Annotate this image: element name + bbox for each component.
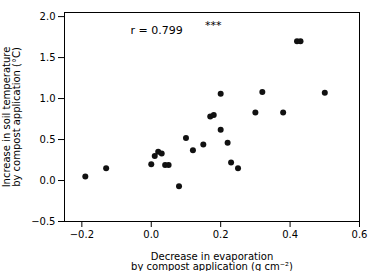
svg-text:−0.2: −0.2 bbox=[70, 229, 94, 240]
svg-text:0.4: 0.4 bbox=[282, 229, 298, 240]
svg-text:Decrease in evaporationby comp: Decrease in evaporationby compost applic… bbox=[131, 251, 293, 271]
svg-text:Increase in soil temperatureby: Increase in soil temperatureby compost a… bbox=[1, 47, 22, 188]
svg-text:0.5: 0.5 bbox=[40, 134, 56, 145]
svg-text:r = 0.799: r = 0.799 bbox=[130, 24, 182, 37]
svg-text:0.0: 0.0 bbox=[143, 229, 159, 240]
svg-text:0.2: 0.2 bbox=[213, 229, 229, 240]
svg-text:1.0: 1.0 bbox=[40, 93, 56, 104]
svg-text:1.5: 1.5 bbox=[40, 52, 56, 63]
svg-text:0.6: 0.6 bbox=[352, 229, 368, 240]
svg-text:−0.5: −0.5 bbox=[31, 216, 55, 227]
svg-text:***: *** bbox=[205, 19, 222, 32]
svg-text:0.0: 0.0 bbox=[40, 175, 56, 186]
svg-text:2.0: 2.0 bbox=[40, 11, 56, 22]
